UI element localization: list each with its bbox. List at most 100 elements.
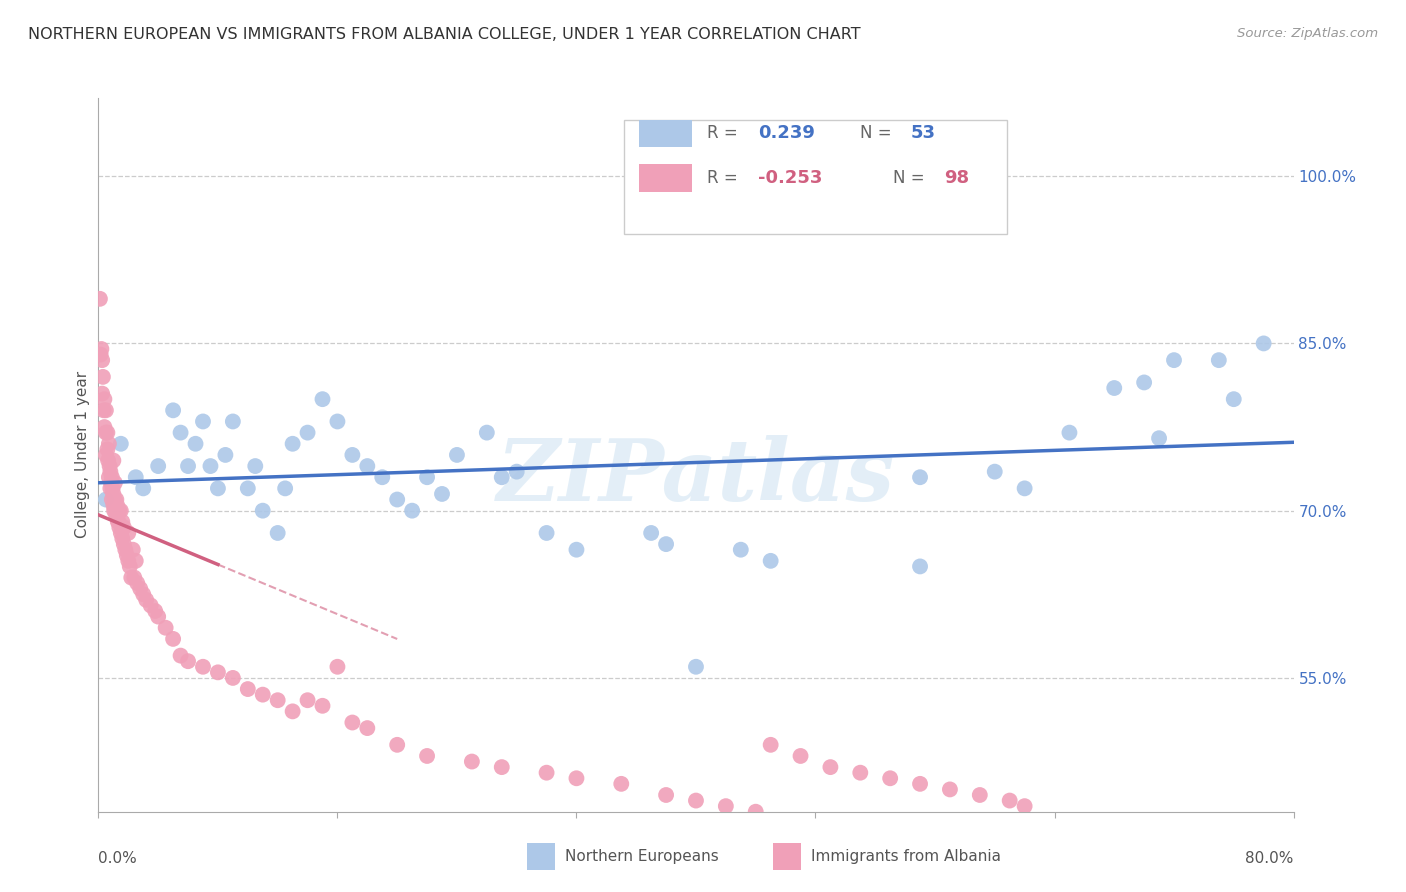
Point (94, 403, 117, 417)
Text: R =: R = (707, 169, 742, 187)
Point (148, 458, 170, 473)
FancyBboxPatch shape (624, 120, 1007, 234)
Point (491, 760, 513, 774)
Point (129, 582, 152, 596)
Point (385, 492, 409, 507)
Point (356, 458, 378, 473)
Point (281, 704, 304, 718)
Point (121, 542, 143, 557)
Point (236, 481, 259, 495)
Point (245, 458, 267, 473)
Point (401, 503, 423, 517)
Point (127, 576, 149, 591)
Point (155, 621, 177, 635)
Point (112, 537, 135, 551)
Point (125, 470, 148, 484)
Point (118, 559, 141, 574)
Point (101, 492, 124, 507)
Point (101, 481, 124, 495)
Text: 80.0%: 80.0% (1246, 851, 1294, 866)
Point (105, 509, 128, 524)
Point (117, 525, 139, 540)
Point (820, 760, 842, 774)
Point (120, 571, 142, 585)
Point (274, 481, 297, 495)
Point (97, 470, 120, 484)
Point (103, 503, 125, 517)
Point (148, 609, 170, 624)
Point (214, 448, 236, 462)
Point (94, 448, 117, 462)
Point (342, 715, 364, 730)
Text: Immigrants from Albania: Immigrants from Albania (811, 849, 1001, 863)
Point (536, 525, 558, 540)
Point (96, 425, 118, 440)
Point (446, 448, 468, 462)
Point (640, 525, 662, 540)
Text: 0.0%: 0.0% (98, 851, 138, 866)
Point (1014, 799, 1036, 814)
Point (91, 369, 114, 384)
Point (969, 788, 991, 802)
Point (111, 515, 134, 529)
Point (297, 425, 319, 440)
Point (342, 448, 364, 462)
Point (371, 470, 394, 484)
Point (1133, 376, 1156, 390)
Point (107, 515, 129, 529)
Point (125, 554, 148, 568)
Point (108, 503, 131, 517)
Point (115, 548, 138, 563)
Point (169, 425, 191, 440)
Point (939, 782, 962, 797)
Point (90, 347, 112, 362)
Point (281, 436, 304, 450)
Text: Source: ZipAtlas.com: Source: ZipAtlas.com (1237, 27, 1378, 40)
Point (91, 353, 114, 368)
Text: 53: 53 (911, 124, 936, 142)
Point (162, 632, 184, 646)
Point (104, 492, 127, 507)
Point (267, 693, 290, 707)
Point (207, 665, 229, 680)
Point (730, 542, 752, 557)
Point (461, 755, 484, 769)
Point (94, 492, 117, 507)
Text: ZIPatlas: ZIPatlas (496, 434, 896, 518)
Point (110, 503, 132, 517)
Point (91, 386, 114, 401)
Point (98, 458, 121, 473)
Point (759, 554, 782, 568)
Point (111, 532, 134, 546)
Point (100, 481, 122, 495)
Point (110, 525, 132, 540)
Point (252, 688, 274, 702)
Text: 98: 98 (945, 169, 970, 187)
Point (103, 453, 125, 467)
Point (117, 554, 139, 568)
Point (94, 425, 117, 440)
Point (169, 648, 191, 663)
Point (89, 292, 111, 306)
Point (135, 592, 157, 607)
Point (998, 794, 1021, 808)
Point (191, 660, 214, 674)
Point (430, 487, 453, 501)
Point (879, 771, 901, 785)
Point (1208, 353, 1230, 368)
Point (714, 799, 737, 814)
Text: R =: R = (707, 124, 742, 142)
Point (491, 470, 513, 484)
Text: NORTHERN EUROPEAN VS IMMIGRANTS FROM ALBANIA COLLEGE, UNDER 1 YEAR CORRELATION C: NORTHERN EUROPEAN VS IMMIGRANTS FROM ALB… (28, 27, 860, 42)
Point (90, 342, 112, 356)
Point (1163, 353, 1185, 368)
Point (685, 660, 707, 674)
Point (1102, 381, 1125, 395)
Point (1253, 336, 1275, 351)
Point (849, 765, 872, 780)
Point (103, 487, 125, 501)
Point (908, 470, 931, 484)
Point (101, 470, 124, 484)
Point (93, 403, 115, 417)
Bar (638, 120, 692, 146)
